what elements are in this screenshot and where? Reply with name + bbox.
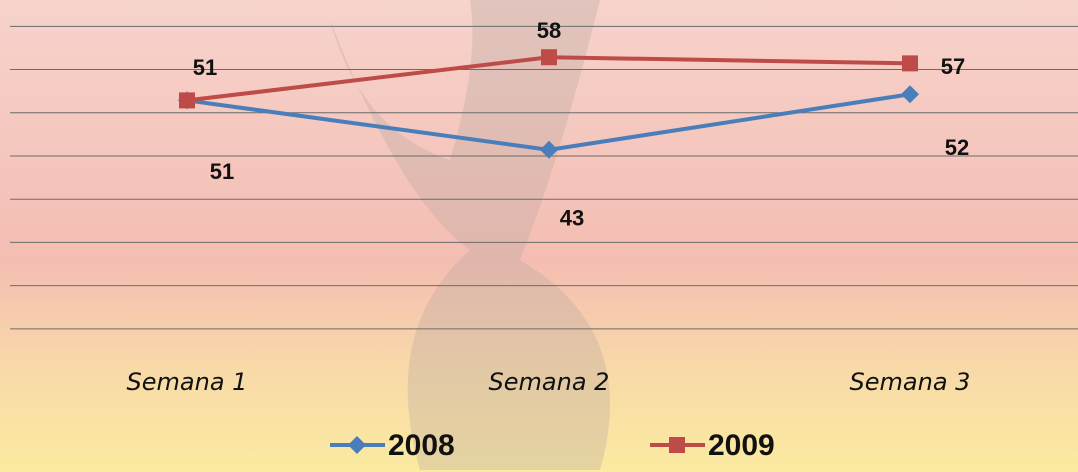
- point: [902, 55, 918, 71]
- point: [669, 437, 685, 453]
- data-label: 57: [941, 54, 965, 79]
- data-label: 52: [945, 135, 969, 160]
- legend-label: 2009: [708, 429, 775, 462]
- x-tick-label: Semana 1: [127, 368, 248, 396]
- legend-label: 2008: [388, 429, 455, 462]
- data-label: 43: [560, 206, 584, 231]
- point: [541, 49, 557, 65]
- data-label: 51: [210, 159, 234, 184]
- x-tick-label: Semana 3: [850, 368, 971, 396]
- x-tick-label: Semana 2: [489, 368, 610, 396]
- data-label: 51: [193, 55, 217, 80]
- data-label: 58: [537, 18, 561, 43]
- point: [179, 92, 195, 108]
- chart: Semana 1 Semana 2 Semana 3 51 43 52 51 58 57 2008…: [0, 0, 1078, 472]
